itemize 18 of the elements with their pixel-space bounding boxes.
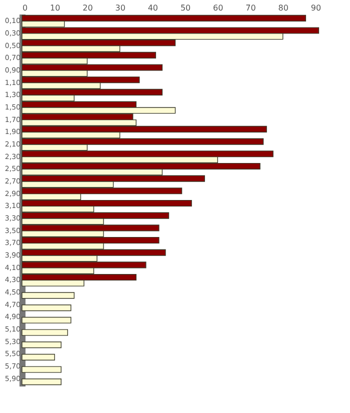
bar	[22, 292, 75, 299]
x-tick-label: 70	[246, 4, 256, 12]
x-tick-label: 30	[115, 4, 126, 12]
bar	[22, 354, 55, 360]
bar	[22, 366, 62, 373]
x-tick-label: 80	[278, 4, 288, 12]
x-tick-label: 10	[50, 4, 60, 12]
bar	[22, 329, 68, 336]
bar	[22, 304, 72, 312]
bar	[22, 342, 62, 348]
x-tick-label: 0	[22, 4, 28, 12]
x-tick-label: 60	[213, 4, 224, 12]
x-tick-label: 20	[82, 4, 93, 12]
bar	[22, 378, 62, 386]
x-tick-label: 90	[310, 4, 322, 12]
x-tick-label: 50	[180, 4, 191, 12]
bar	[22, 316, 72, 324]
x-tick-label: 40	[148, 4, 158, 12]
